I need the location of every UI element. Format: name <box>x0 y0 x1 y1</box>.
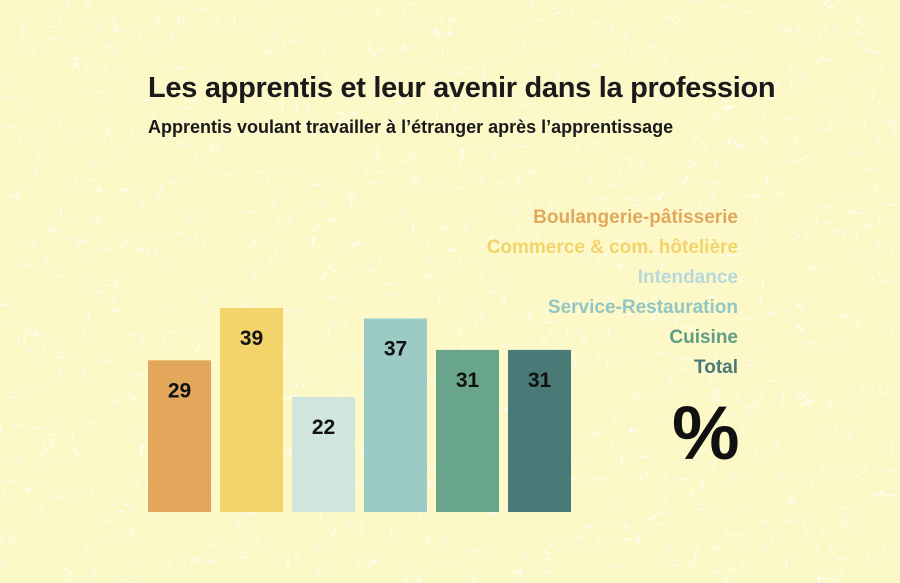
bar-value-label: 31 <box>456 369 480 392</box>
bar-value-label: 37 <box>384 338 407 361</box>
bar-2 <box>292 396 355 512</box>
legend-item-total: Total <box>694 357 738 378</box>
legend-item-cuisine: Cuisine <box>669 327 738 348</box>
chart-subtitle: Apprentis voulant travailler à l’étrange… <box>148 117 674 137</box>
bar-value-label: 31 <box>528 369 552 392</box>
percent-unit-label: % <box>672 391 740 476</box>
chart-title: Les apprentis et leur avenir dans la pro… <box>148 72 776 104</box>
bar-value-label: 39 <box>240 327 263 350</box>
bar-0 <box>148 360 211 512</box>
bar-value-label: 22 <box>312 416 335 439</box>
bar-4 <box>436 349 499 512</box>
bar-3 <box>364 318 427 512</box>
legend-item-commerce: Commerce & com. hôtelière <box>486 237 738 258</box>
bar-value-label: 29 <box>168 379 191 402</box>
bar-5 <box>508 349 571 512</box>
legend-item-intendance: Intendance <box>637 267 738 288</box>
bar-1 <box>220 308 283 512</box>
legend-item-service: Service-Restauration <box>547 297 738 318</box>
legend-item-boulangerie: Boulangerie-pâtisserie <box>533 207 738 228</box>
legend: Boulangerie-pâtisserie Commerce & com. h… <box>487 206 738 386</box>
